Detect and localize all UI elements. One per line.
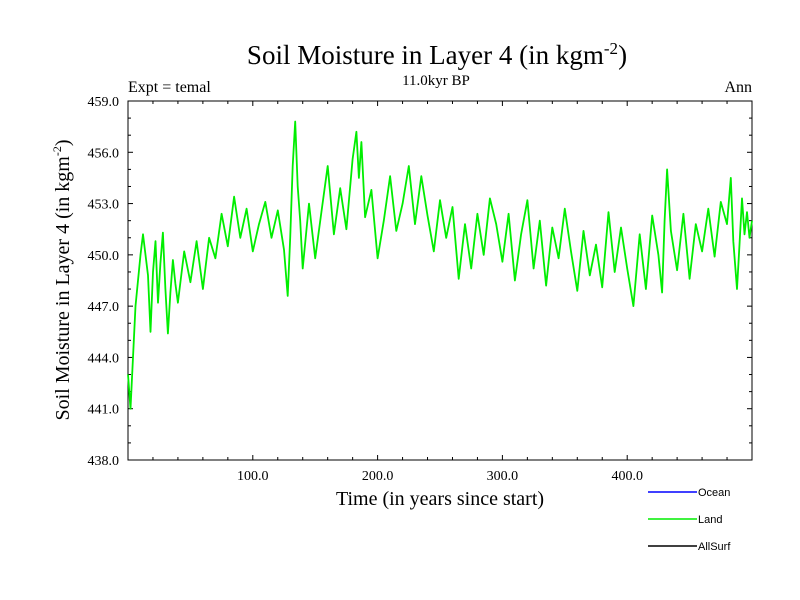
y-axis-label: Soil Moisture in Layer 4 (in kgm-2) bbox=[50, 139, 74, 420]
subtitle-period: 11.0kyr BP bbox=[402, 73, 470, 89]
series-line-land bbox=[127, 120, 753, 410]
chart-title: Soil Moisture in Layer 4 (in kgm-2) bbox=[247, 39, 627, 70]
x-tick-label: 200.0 bbox=[362, 469, 394, 484]
y-axis: 438.0 441.0 444.0 447.0 450.0 453.0 456.0 459.0 bbox=[88, 95, 752, 469]
subtitle-season: Ann bbox=[724, 79, 752, 96]
y-tick-label: 450.0 bbox=[88, 249, 120, 264]
x-axis: 100.0 200.0 300.0 400.0 bbox=[152, 101, 728, 484]
x-axis-label: Time (in years since start) bbox=[336, 488, 544, 510]
legend-label-land: Land bbox=[698, 514, 722, 526]
y-tick-label: 438.0 bbox=[88, 454, 120, 469]
x-tick-label: 300.0 bbox=[487, 469, 519, 484]
y-tick-label: 459.0 bbox=[88, 95, 120, 110]
y-tick-label: 453.0 bbox=[88, 198, 120, 213]
legend: Ocean Land AllSurf bbox=[648, 487, 731, 553]
x-tick-label: 100.0 bbox=[237, 469, 269, 484]
plot-frame bbox=[127, 100, 753, 461]
x-tick-label: 400.0 bbox=[611, 469, 643, 484]
y-tick-label: 444.0 bbox=[88, 351, 120, 366]
y-tick-label: 456.0 bbox=[88, 146, 120, 161]
legend-label-allsurf: AllSurf bbox=[698, 541, 731, 553]
y-tick-label: 441.0 bbox=[88, 403, 120, 418]
legend-label-ocean: Ocean bbox=[698, 487, 730, 499]
y-tick-label: 447.0 bbox=[88, 300, 120, 315]
subtitle-experiment: Expt = temal bbox=[128, 79, 211, 96]
